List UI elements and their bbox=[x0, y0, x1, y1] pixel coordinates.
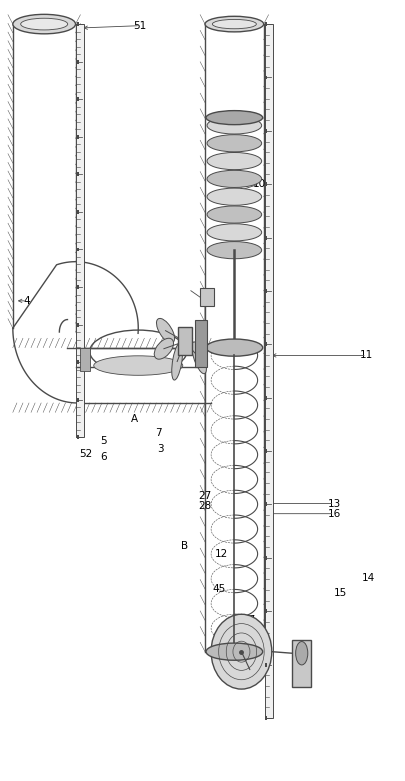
Text: 5: 5 bbox=[100, 436, 107, 446]
Bar bbox=[264, 289, 266, 293]
Text: 10: 10 bbox=[252, 179, 266, 189]
Text: 16: 16 bbox=[327, 508, 340, 519]
Bar bbox=[264, 449, 266, 453]
Ellipse shape bbox=[207, 134, 261, 152]
Text: 6: 6 bbox=[100, 451, 107, 462]
Bar bbox=[77, 435, 79, 439]
Ellipse shape bbox=[21, 18, 68, 30]
Bar bbox=[77, 173, 79, 177]
Bar bbox=[264, 129, 266, 133]
Ellipse shape bbox=[191, 342, 206, 374]
Ellipse shape bbox=[207, 170, 261, 187]
Bar bbox=[77, 398, 79, 401]
Bar bbox=[264, 76, 266, 80]
Bar bbox=[77, 360, 79, 364]
Bar bbox=[264, 22, 266, 26]
Bar bbox=[177, 327, 192, 355]
Text: 51: 51 bbox=[133, 20, 147, 30]
Text: 28: 28 bbox=[198, 501, 211, 511]
Text: 14: 14 bbox=[361, 572, 375, 583]
Text: A: A bbox=[130, 415, 137, 424]
Ellipse shape bbox=[295, 641, 307, 665]
Ellipse shape bbox=[207, 188, 261, 205]
Bar bbox=[76, 24, 84, 437]
Ellipse shape bbox=[205, 16, 263, 32]
Bar bbox=[291, 640, 311, 686]
Ellipse shape bbox=[171, 343, 182, 380]
Bar bbox=[77, 323, 79, 326]
Bar bbox=[77, 22, 79, 26]
Bar bbox=[77, 210, 79, 214]
Bar bbox=[199, 287, 214, 306]
Ellipse shape bbox=[13, 14, 75, 34]
Bar bbox=[264, 396, 266, 400]
Bar bbox=[264, 236, 266, 240]
Bar bbox=[264, 716, 266, 720]
Text: 7: 7 bbox=[155, 429, 162, 438]
Bar bbox=[264, 502, 266, 506]
Text: 8: 8 bbox=[234, 116, 240, 127]
Ellipse shape bbox=[205, 643, 262, 660]
Bar bbox=[194, 320, 207, 367]
Text: 3: 3 bbox=[157, 444, 164, 454]
Ellipse shape bbox=[94, 356, 182, 376]
Ellipse shape bbox=[207, 152, 261, 169]
Bar bbox=[77, 248, 79, 251]
Bar bbox=[77, 98, 79, 102]
Ellipse shape bbox=[207, 206, 261, 223]
Bar bbox=[264, 182, 266, 186]
Text: 52: 52 bbox=[79, 449, 92, 459]
Bar bbox=[264, 662, 266, 666]
Text: 45: 45 bbox=[212, 584, 225, 594]
Ellipse shape bbox=[207, 117, 261, 134]
Ellipse shape bbox=[211, 614, 271, 689]
Bar bbox=[79, 348, 90, 371]
Bar bbox=[77, 59, 79, 63]
Ellipse shape bbox=[207, 241, 261, 259]
Text: 12: 12 bbox=[214, 549, 227, 559]
Bar bbox=[77, 285, 79, 289]
Text: 11: 11 bbox=[359, 351, 373, 360]
Bar bbox=[264, 609, 266, 613]
Bar bbox=[264, 556, 266, 560]
Text: 27: 27 bbox=[198, 490, 211, 501]
Bar bbox=[264, 24, 272, 718]
Ellipse shape bbox=[207, 224, 261, 241]
Bar bbox=[77, 135, 79, 139]
Text: 15: 15 bbox=[333, 588, 346, 598]
Bar bbox=[264, 342, 266, 346]
Ellipse shape bbox=[154, 338, 173, 359]
Ellipse shape bbox=[156, 319, 174, 343]
Ellipse shape bbox=[212, 20, 256, 29]
Text: 47: 47 bbox=[242, 615, 256, 626]
Ellipse shape bbox=[205, 111, 262, 125]
Ellipse shape bbox=[205, 339, 262, 356]
Text: 4: 4 bbox=[23, 296, 30, 306]
Text: 13: 13 bbox=[327, 498, 340, 508]
Text: B: B bbox=[181, 541, 188, 551]
